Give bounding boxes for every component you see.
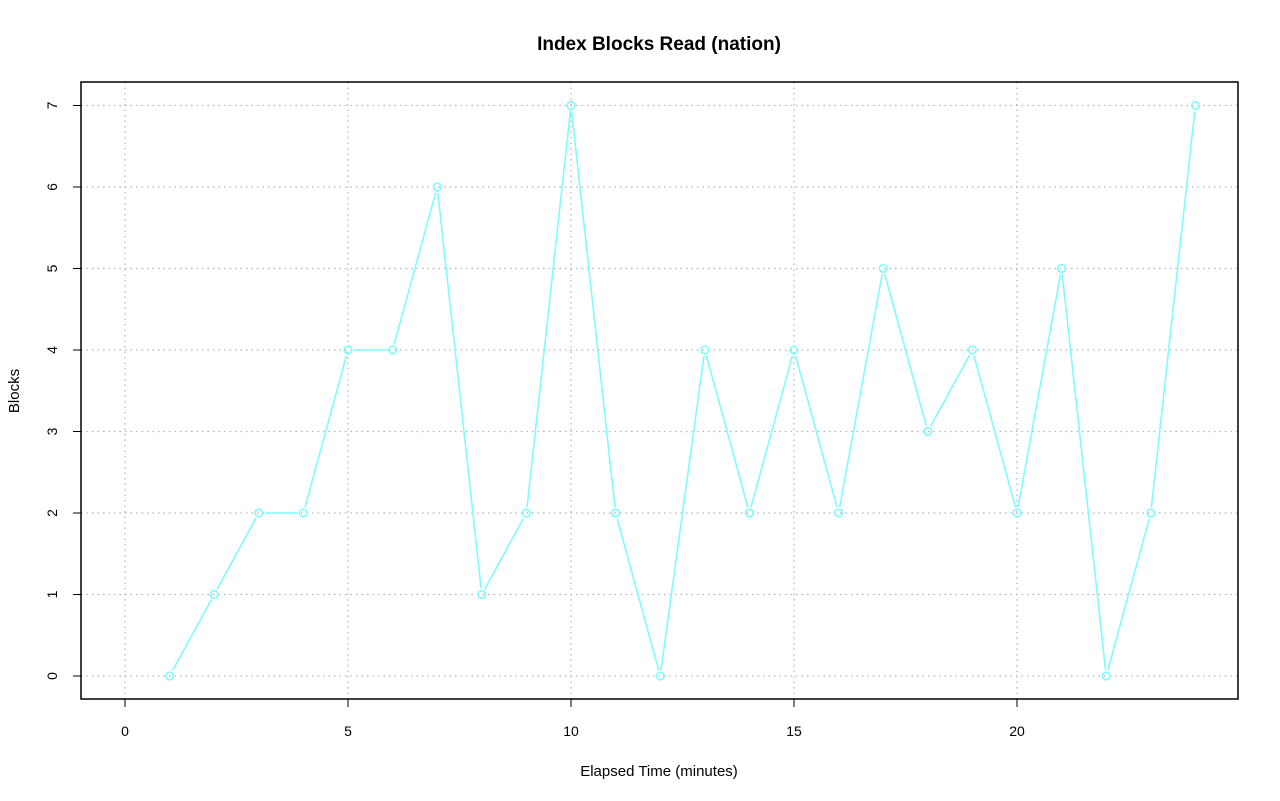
y-tick-label: 3 <box>44 427 60 435</box>
data-point <box>1056 263 1067 274</box>
x-tick-label: 5 <box>344 723 352 739</box>
series-line-segment <box>526 111 572 508</box>
plot-frame <box>80 81 1239 700</box>
series-line-segment <box>973 355 1017 508</box>
data-point <box>477 589 487 600</box>
data-point <box>744 508 755 518</box>
data-point <box>343 345 353 355</box>
y-tick-label: 4 <box>44 346 60 354</box>
data-point <box>566 100 576 111</box>
data-point <box>700 345 710 355</box>
data-point <box>923 426 933 437</box>
series-line-segment <box>929 354 971 427</box>
series-line-segment <box>304 355 348 508</box>
data-point <box>254 508 264 518</box>
series-line-segment <box>794 355 838 508</box>
data-point <box>878 263 888 274</box>
series-line-segment <box>1107 518 1150 671</box>
series-line-segment <box>483 517 525 590</box>
y-tick-label: 7 <box>44 101 60 109</box>
series-line-segment <box>1061 274 1107 671</box>
data-point <box>432 182 442 192</box>
series-line-segment <box>660 355 705 671</box>
data-point <box>388 345 398 355</box>
data-point <box>610 508 621 518</box>
data-point <box>298 508 309 518</box>
series-line-segment <box>437 192 482 589</box>
data-point <box>967 345 978 355</box>
series-line-segment <box>171 599 213 672</box>
series-line-segment <box>838 274 883 508</box>
data-point <box>209 589 219 600</box>
data-point <box>1012 508 1022 518</box>
x-tick-label: 15 <box>786 723 802 739</box>
series-line-segment <box>616 518 660 671</box>
series-line-segment <box>393 192 437 345</box>
data-point <box>655 671 665 681</box>
series-line-group <box>165 100 1200 681</box>
series-line-segment <box>216 517 257 590</box>
series-line-segment <box>705 355 749 508</box>
y-tick-label: 5 <box>44 264 60 272</box>
x-tick-label: 10 <box>563 723 579 739</box>
data-point <box>1190 100 1200 111</box>
x-axis-label: Elapsed Time (minutes) <box>580 763 738 780</box>
y-tick-label: 0 <box>44 672 60 680</box>
data-point <box>165 671 175 681</box>
x-axis: 0 5 10 15 20 <box>121 698 1025 739</box>
y-axis: 0 1 2 3 4 5 6 7 <box>44 101 82 680</box>
y-tick-label: 6 <box>44 183 60 191</box>
x-tick-label: 0 <box>121 723 129 739</box>
series-line-segment <box>750 355 794 508</box>
series-line-segment <box>884 274 927 426</box>
series-line-segment <box>570 111 616 508</box>
chart-title: Index Blocks Read (nation) <box>537 34 781 55</box>
data-point <box>789 345 799 355</box>
data-point <box>833 508 844 518</box>
series-line-segment <box>1150 111 1196 508</box>
data-point <box>1101 671 1111 681</box>
data-point <box>521 508 532 518</box>
data-point <box>1146 508 1156 518</box>
y-axis-label: Blocks <box>6 369 23 413</box>
y-tick-label: 1 <box>44 590 60 598</box>
x-tick-label: 20 <box>1009 723 1025 739</box>
grid-lines <box>81 82 1238 699</box>
series-line-segment <box>1017 274 1062 508</box>
y-tick-label: 2 <box>44 509 60 517</box>
